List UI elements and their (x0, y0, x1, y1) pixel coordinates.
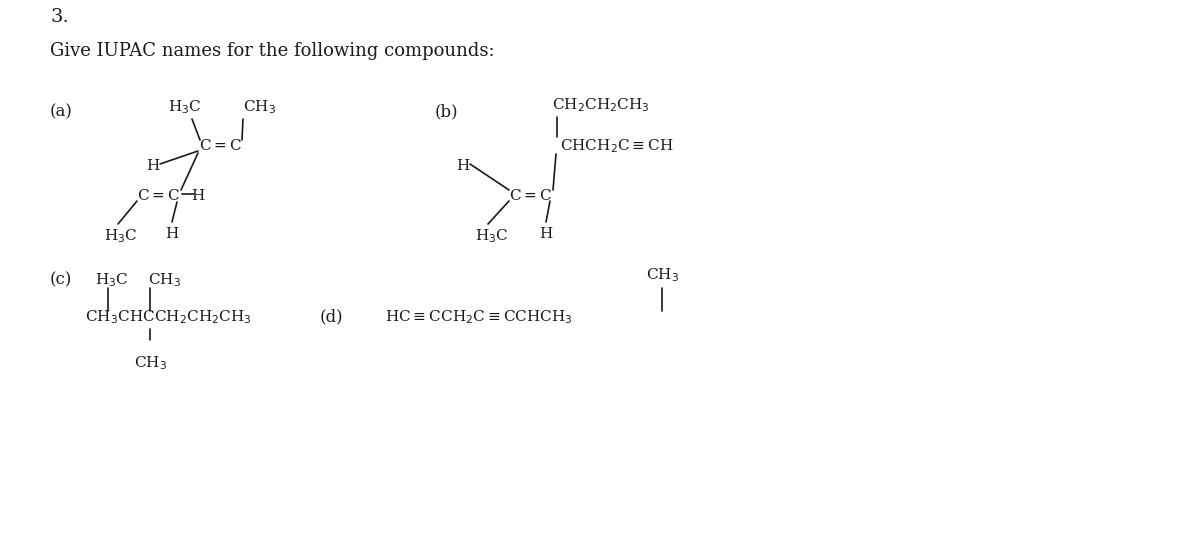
Text: (c): (c) (50, 271, 72, 288)
Text: H$_3$C: H$_3$C (104, 227, 138, 245)
Text: C$=$C: C$=$C (199, 138, 242, 153)
Text: CH$_2$CH$_2$CH$_3$: CH$_2$CH$_2$CH$_3$ (552, 96, 649, 114)
Text: Give IUPAC names for the following compounds:: Give IUPAC names for the following compo… (50, 42, 494, 60)
Text: (a): (a) (50, 103, 73, 120)
Text: C$=$C: C$=$C (510, 189, 552, 203)
Text: H: H (146, 159, 160, 173)
Text: (d): (d) (320, 308, 343, 325)
Text: CH$_3$: CH$_3$ (148, 271, 181, 289)
Text: (b): (b) (434, 103, 458, 120)
Text: HC$\equiv$CCH$_2$C$\equiv$CCHCH$_3$: HC$\equiv$CCH$_2$C$\equiv$CCHCH$_3$ (385, 308, 572, 326)
Text: H$_3$C: H$_3$C (475, 227, 509, 245)
Text: CH$_3$: CH$_3$ (133, 354, 167, 372)
Text: H: H (166, 227, 179, 241)
Text: H: H (456, 159, 469, 173)
Text: C$=$C: C$=$C (138, 189, 180, 203)
Text: CH$_3$: CH$_3$ (244, 98, 276, 116)
Text: CH$_3$CHCCH$_2$CH$_2$CH$_3$: CH$_3$CHCCH$_2$CH$_2$CH$_3$ (85, 308, 252, 326)
Text: H: H (191, 189, 205, 203)
Text: CHCH$_2$C$\equiv$CH: CHCH$_2$C$\equiv$CH (560, 137, 674, 155)
Text: H$_3$C: H$_3$C (95, 271, 128, 289)
Text: CH$_3$: CH$_3$ (646, 266, 678, 284)
Text: H: H (539, 227, 553, 241)
Text: H$_3$C: H$_3$C (168, 98, 202, 116)
Text: 3.: 3. (50, 8, 68, 26)
